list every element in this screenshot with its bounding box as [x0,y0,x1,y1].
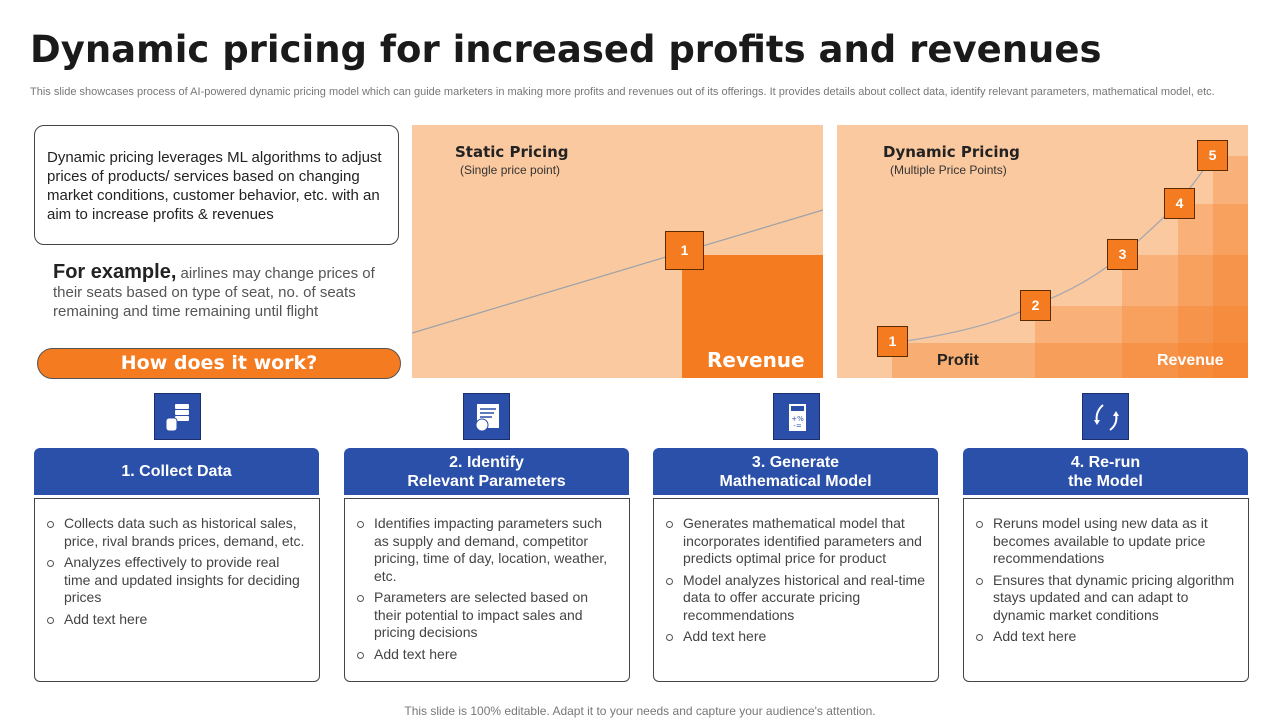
dynamic-pricing-panel: Dynamic Pricing (Multiple Price Points) … [837,125,1248,378]
intro-box: Dynamic pricing leverages ML algorithms … [34,125,399,245]
bullet-item: Analyzes effectively to provide real tim… [45,554,309,607]
dynamic-revenue-label: Revenue [1157,352,1224,369]
bullet-item: Identifies impacting parameters such as … [355,515,619,585]
step-body: Identifies impacting parameters such as … [344,498,630,682]
static-revenue-block [682,255,823,378]
calculator-icon: +% -= [773,393,820,440]
dynamic-subtitle: (Multiple Price Points) [890,163,1007,177]
static-pricing-panel: Static Pricing (Single price point) 1 Re… [412,125,823,378]
bullet-item: Generates mathematical model that incorp… [664,515,928,568]
bullet-item: Reruns model using new data as it become… [974,515,1238,568]
static-pricing-graphic [412,209,823,378]
bullet-item: Model analyzes historical and real-time … [664,572,928,625]
step-header: 3. Generate Mathematical Model [653,448,938,495]
dynamic-title: Dynamic Pricing [883,143,1020,161]
step-body: Reruns model using new data as it become… [963,498,1249,682]
step-block [892,343,1248,378]
footer-note: This slide is 100% editable. Adapt it to… [404,704,876,718]
page-subtitle: This slide showcases process of AI-power… [30,86,1215,98]
price-point-box: 3 [1107,239,1138,270]
step-block [1178,204,1248,378]
price-point-box: 1 [665,231,704,270]
document-gear-icon [463,393,510,440]
step-block [1213,156,1248,378]
step-header: 1. Collect Data [34,448,319,495]
step-body: Collects data such as historical sales, … [34,498,320,682]
bullet-item: Add text here [664,628,928,646]
step-block [1122,255,1248,378]
refresh-icon [1082,393,1129,440]
bullet-item: Add text here [45,611,309,629]
price-point-box: 1 [877,326,908,357]
bullet-item: Ensures that dynamic pricing algorithm s… [974,572,1238,625]
bullet-item: Collects data such as historical sales, … [45,515,309,550]
svg-text:-=: -= [793,422,802,430]
step-header: 4. Re-run the Model [963,448,1248,495]
svg-text:+%: +% [791,415,804,423]
step-title: 2. Identify Relevant Parameters [407,453,566,490]
bullet-item: Add text here [974,628,1238,646]
example-text: For example, airlines may change prices … [53,261,393,321]
step-title: 1. Collect Data [121,463,232,480]
price-point-box: 4 [1164,188,1195,219]
bullet-item: Add text here [355,646,619,664]
static-title: Static Pricing [455,143,569,161]
how-does-it-work-button[interactable]: How does it work? [37,348,401,379]
step-block [1035,306,1248,378]
bullet-item: Parameters are selected based on their p… [355,589,619,642]
example-lead: For example, [53,261,177,283]
step-body: Generates mathematical model that incorp… [653,498,939,682]
static-revenue-label: Revenue [707,348,805,372]
page-title: Dynamic pricing for increased profits an… [30,28,1102,71]
step-header: 2. Identify Relevant Parameters [344,448,629,495]
step-title: 4. Re-run the Model [1068,453,1143,490]
price-point-box: 2 [1020,290,1051,321]
database-icon [154,393,201,440]
step-title: 3. Generate Mathematical Model [719,453,872,490]
static-subtitle: (Single price point) [460,163,561,177]
price-point-box: 5 [1197,140,1228,171]
example-body: airlines may change prices of their seat… [53,265,375,320]
profit-label: Profit [937,352,979,369]
dynamic-pricing-graphic [891,155,1248,378]
static-price-line [412,209,823,334]
